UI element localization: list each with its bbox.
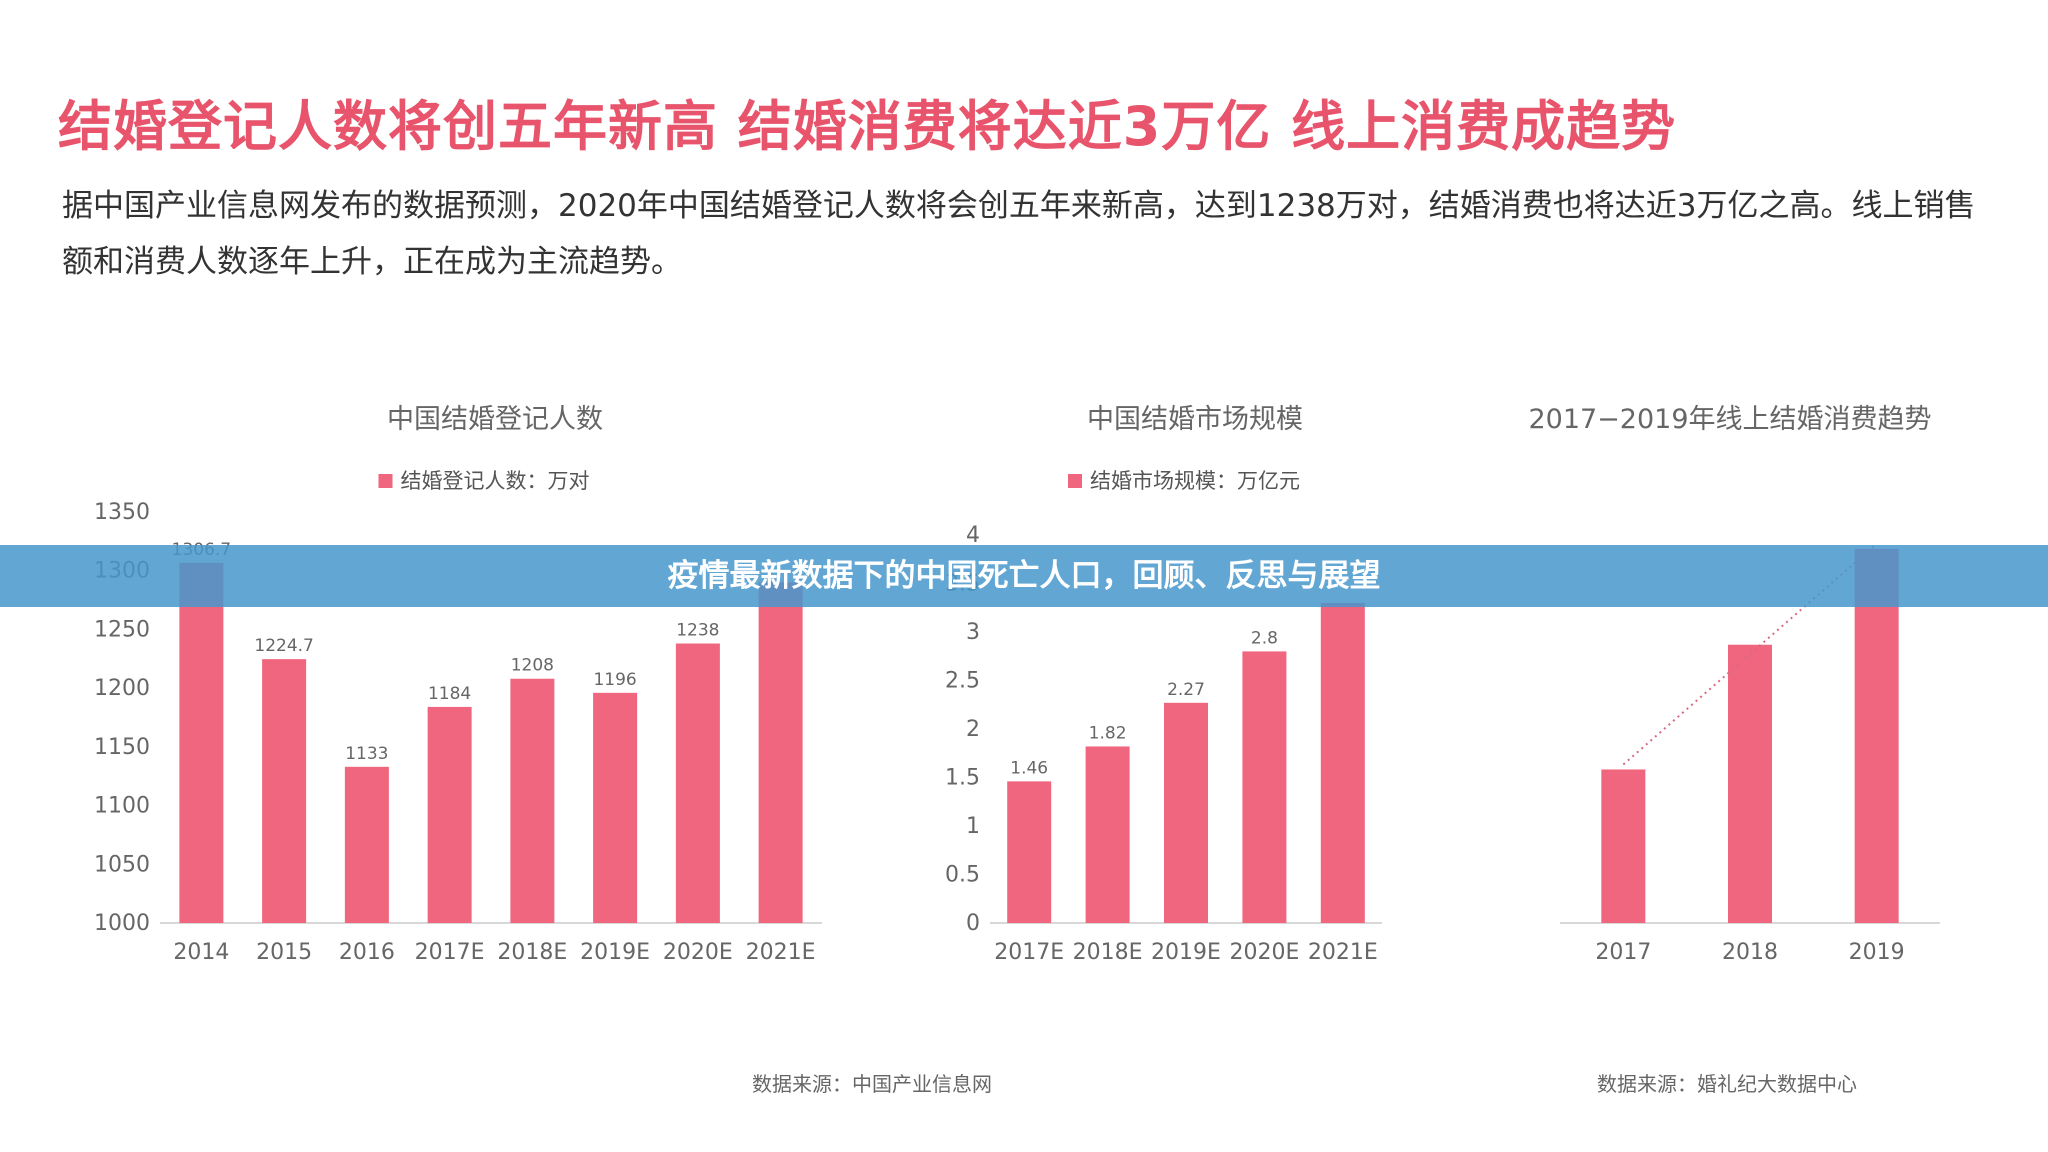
y-tick-label: 1150 — [94, 735, 150, 760]
bar — [1601, 769, 1646, 923]
bar — [344, 766, 389, 923]
x-tick-label: 2014 — [173, 940, 229, 965]
x-tick-label: 2017 — [1595, 940, 1651, 965]
overlay-title: 疫情最新数据下的中国死亡人口，回顾、反思与展望 — [667, 558, 1381, 594]
y-tick-label: 4 — [966, 523, 980, 548]
chart-legend: 结婚登记人数：万对 — [378, 469, 590, 493]
x-tick-label: 2018E — [1073, 940, 1143, 965]
overlay-banner — [0, 545, 2048, 607]
y-tick-label: 1 — [966, 814, 980, 839]
data-label: 1224.7 — [254, 636, 313, 656]
x-tick-label: 2019E — [1151, 940, 1221, 965]
y-tick-label: 1100 — [94, 794, 150, 819]
y-tick-label: 0.5 — [945, 863, 980, 888]
bar — [1085, 746, 1130, 923]
x-tick-label: 2015 — [256, 940, 312, 965]
y-tick-label: 1250 — [94, 617, 150, 642]
chart-title: 2017−2019年线上结婚消费趋势 — [1528, 404, 1931, 435]
chart-svg: 2017−2019年线上结婚消费趋势 2017 2018 2019 — [1528, 404, 1940, 965]
chart-legend: 结婚市场规模：万亿元 — [1068, 469, 1300, 493]
y-tick-label: 2 — [966, 717, 980, 742]
y-tick-label: 1000 — [94, 911, 150, 936]
source-note-left: 数据来源：中国产业信息网 — [752, 1072, 992, 1096]
data-label: 2.27 — [1167, 680, 1205, 700]
x-tick-label: 2021E — [1308, 940, 1378, 965]
y-tick-label: 3 — [966, 620, 980, 645]
source-note-right: 数据来源：婚礼纪大数据中心 — [1597, 1072, 1857, 1096]
trend-line — [1622, 543, 1878, 766]
bar — [1242, 651, 1287, 923]
y-tick-label: 1200 — [94, 676, 150, 701]
bar — [1320, 602, 1365, 923]
bar — [675, 643, 720, 923]
wedding-market-size-chart: 中国结婚市场规模结婚市场规模：万亿元00.511.522.533.541.462… — [900, 390, 1400, 990]
x-tick-label: 2018 — [1722, 940, 1778, 965]
chart-svg: 中国结婚市场规模结婚市场规模：万亿元00.511.522.533.541.462… — [945, 404, 1382, 965]
bar — [593, 692, 638, 923]
data-label: 2.8 — [1251, 628, 1278, 648]
data-label: 1.46 — [1010, 758, 1048, 778]
bar — [758, 582, 803, 923]
marriage-registration-chart: 中国结婚登记人数结婚登记人数：万对 1000 1050 1100 1150 1200 125… — [80, 390, 840, 990]
y-tick-label: 1.5 — [945, 766, 980, 791]
data-label: 1196 — [593, 670, 636, 690]
legend-swatch — [378, 474, 393, 488]
y-tick-label: 2.5 — [945, 669, 980, 694]
x-tick-label: 2020E — [1229, 940, 1299, 965]
x-tick-label: 2019 — [1849, 940, 1905, 965]
x-tick-label: 2017E — [415, 940, 485, 965]
bar — [510, 678, 555, 923]
data-label: 1.82 — [1089, 723, 1127, 743]
bar — [179, 562, 224, 923]
x-tick-label: 2016 — [339, 940, 395, 965]
x-tick-label: 2017E — [994, 940, 1064, 965]
intro-paragraph: 据中国产业信息网发布的数据预测，2020年中国结婚登记人数将会创五年来新高，达到… — [62, 188, 1976, 280]
legend-swatch — [1068, 474, 1082, 488]
bar — [1007, 781, 1052, 923]
bar — [1164, 702, 1208, 923]
y-tick-label: 1050 — [94, 852, 150, 877]
bar — [1854, 548, 1899, 923]
bar — [427, 706, 472, 923]
online-wedding-consumption-chart: 2017−2019年线上结婚消费趋势 2017 2018 2019 — [1520, 390, 1980, 990]
legend-label: 结婚市场规模：万亿元 — [1090, 469, 1300, 493]
y-tick-label: 0 — [966, 911, 980, 936]
chart-title: 中国结婚市场规模 — [1087, 404, 1303, 435]
data-label: 1133 — [345, 744, 388, 764]
x-tick-label: 2020E — [663, 940, 733, 965]
bar — [262, 659, 307, 923]
x-tick-label: 2018E — [497, 940, 567, 965]
legend-label: 结婚登记人数：万对 — [401, 469, 590, 493]
data-label: 1184 — [428, 684, 471, 704]
data-label: 1208 — [511, 656, 554, 676]
chart-title: 中国结婚登记人数 — [387, 404, 603, 435]
data-label: 1238 — [676, 621, 719, 641]
headline: 结婚登记人数将创五年新高 结婚消费将达近3万亿 线上消费成趋势 — [58, 95, 1677, 158]
x-tick-label: 2019E — [580, 940, 650, 965]
y-tick-label: 1350 — [94, 500, 150, 525]
bar — [1728, 644, 1772, 923]
x-tick-label: 2021E — [746, 940, 816, 965]
